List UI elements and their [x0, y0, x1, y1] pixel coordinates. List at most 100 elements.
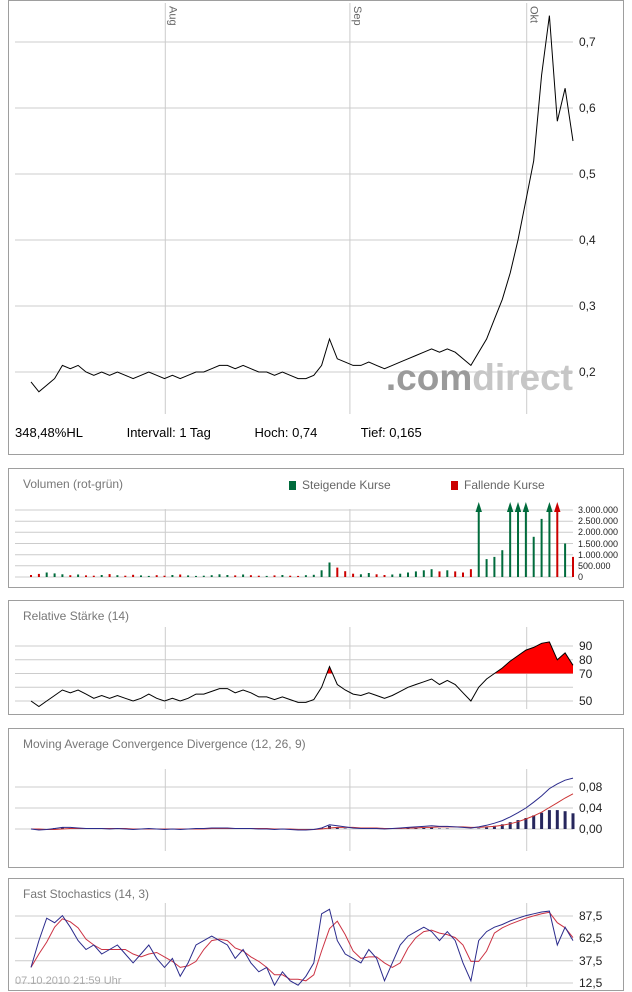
macd-histogram-bar: [343, 828, 347, 829]
price-change-percent: 348,48%HL: [15, 425, 83, 440]
volume-bar: [108, 574, 111, 577]
macd-histogram-bar: [508, 822, 512, 829]
chart-timestamp: 07.10.2010 21:59 Uhr: [15, 975, 122, 987]
macd-histogram-bar: [524, 818, 528, 829]
volume-bar: [218, 574, 221, 577]
volume-bar: [501, 550, 504, 577]
volume-bar: [572, 556, 574, 577]
macd-histogram-bar: [477, 828, 481, 829]
comdirect-watermark: .comdirect: [386, 357, 573, 399]
volume-bar: [92, 575, 95, 577]
volume-bar: [493, 556, 496, 577]
volume-bar: [304, 575, 307, 577]
volume-bar: [399, 573, 402, 577]
volume-bar: [37, 573, 40, 577]
volume-bar: [124, 575, 127, 577]
volume-bar: [359, 574, 362, 577]
macd-line: [30, 777, 574, 831]
volume-bar: [469, 569, 472, 577]
macd-histogram-bar: [445, 828, 449, 829]
y-axis-label: 0,00: [579, 822, 603, 836]
watermark-direct: direct: [472, 357, 573, 398]
y-axis-label: 0,08: [579, 780, 603, 794]
y-axis-label: 0,3: [579, 299, 596, 313]
y-axis-label: 3.000.000: [578, 505, 619, 515]
price-panel: Aug Sep Okt .comdirect 348,48%HL Intervall…: [8, 0, 624, 455]
rsi-line: [30, 641, 574, 708]
macd-histogram-bar: [555, 810, 559, 829]
falling-swatch-icon: [451, 481, 458, 490]
volume-bar: [564, 543, 567, 577]
macd-histogram-bar: [60, 827, 64, 829]
legend-rising-label: Steigende Kurse: [302, 478, 391, 492]
volume-bar: [195, 575, 197, 577]
y-axis-label: 12,5: [579, 976, 603, 990]
y-axis-label: 1.500.000: [578, 538, 619, 549]
volume-bar: [85, 575, 87, 577]
y-axis-label: 0,5: [579, 167, 596, 181]
volume-bar: [116, 575, 119, 577]
volume-bar: [391, 574, 394, 577]
macd-histogram-bar: [540, 812, 544, 829]
macd-histogram-bar: [571, 813, 575, 830]
volume-bar: [147, 575, 150, 577]
rsi-overbought-area: [494, 641, 573, 674]
volume-bar: [171, 575, 174, 577]
volume-bar: [281, 575, 284, 577]
legend-falling: Fallende Kurse: [451, 478, 545, 492]
y-axis-label: 0: [578, 572, 584, 582]
volume-bar: [454, 571, 457, 577]
y-axis-label: 0,6: [579, 101, 596, 115]
y-axis-label: 2.000.000: [578, 527, 619, 538]
watermark-com: .com: [385, 357, 473, 398]
legend-falling-label: Fallende Kurse: [464, 478, 545, 492]
macd-histogram-bar: [500, 824, 504, 829]
volume-title: Volumen (rot-grün): [23, 477, 124, 491]
volume-bar: [328, 562, 331, 577]
volume-bar: [163, 575, 166, 577]
price-line: [30, 15, 574, 393]
price-info-bar: 348,48%HL Intervall: 1 Tag Hoch: 0,74 Ti…: [15, 425, 462, 440]
volume-bar: [289, 575, 292, 577]
macd-histogram-bar: [516, 820, 520, 829]
volume-bar: [30, 575, 32, 577]
volume-bar: [407, 572, 409, 577]
volume-plot-svg: [15, 502, 574, 578]
volume-bar: [187, 575, 190, 577]
volume-bar: [132, 574, 135, 577]
volume-panel: Volumen (rot-grün) Steigende Kurse Falle…: [8, 468, 624, 588]
volume-bar: [446, 570, 449, 577]
volume-arrow-icon: [546, 502, 553, 512]
volume-arrow-icon: [514, 502, 522, 512]
volume-bar: [375, 574, 378, 577]
y-axis-label: 50: [579, 694, 593, 708]
macd-title: Moving Average Convergence Divergence (1…: [23, 737, 306, 751]
volume-bar: [249, 575, 252, 577]
macd-plot-svg: [15, 769, 575, 851]
volume-arrow-icon: [506, 502, 514, 512]
macd-histogram-bar: [422, 828, 426, 829]
volume-bar: [297, 575, 300, 577]
y-axis-label: 90: [579, 639, 593, 653]
volume-bar: [140, 575, 142, 577]
y-axis-label: 0,4: [579, 233, 596, 247]
macd-histogram-bar: [563, 811, 567, 829]
y-axis-label: 62,5: [579, 931, 603, 946]
rsi-title: Relative Stärke (14): [23, 609, 130, 623]
y-axis-label: 70: [579, 666, 593, 681]
price-low: Tief: 0,165: [360, 425, 422, 440]
volume-bar: [367, 573, 370, 577]
stochastics-k-line: [30, 908, 574, 987]
y-axis-label: 0,2: [579, 365, 596, 379]
volume-bar: [430, 569, 433, 577]
macd-histogram-bar: [438, 828, 441, 829]
volume-bar: [53, 573, 56, 577]
price-high: Hoch: 0,74: [254, 425, 318, 440]
macd-histogram-bar: [430, 827, 434, 829]
volume-bar: [414, 571, 417, 577]
volume-bar: [540, 518, 543, 577]
volume-bar: [312, 574, 315, 577]
macd-histogram-bar: [406, 828, 410, 829]
x-axis-month-label: Aug: [166, 6, 178, 26]
